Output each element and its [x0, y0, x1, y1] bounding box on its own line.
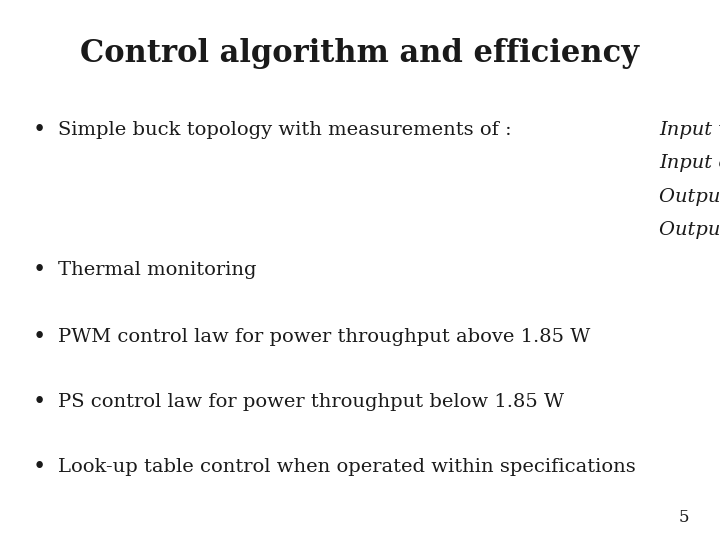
Text: Control algorithm and efficiency: Control algorithm and efficiency	[81, 38, 639, 69]
Text: •: •	[33, 392, 46, 413]
Text: Thermal monitoring: Thermal monitoring	[58, 261, 256, 279]
Text: Input voltage: Input voltage	[659, 120, 720, 139]
Text: Output voltage: Output voltage	[659, 187, 720, 206]
Text: •: •	[33, 119, 46, 140]
Text: •: •	[33, 259, 46, 281]
Text: •: •	[33, 327, 46, 348]
Text: •: •	[33, 456, 46, 478]
Text: Input current: Input current	[659, 154, 720, 172]
Text: Look-up table control when operated within specifications: Look-up table control when operated with…	[58, 458, 635, 476]
Text: Output current: Output current	[659, 221, 720, 239]
Text: 5: 5	[679, 510, 689, 526]
Text: PWM control law for power throughput above 1.85 W: PWM control law for power throughput abo…	[58, 328, 590, 347]
Text: PS control law for power throughput below 1.85 W: PS control law for power throughput belo…	[58, 393, 564, 411]
Text: Simple buck topology with measurements of :: Simple buck topology with measurements o…	[58, 120, 523, 139]
